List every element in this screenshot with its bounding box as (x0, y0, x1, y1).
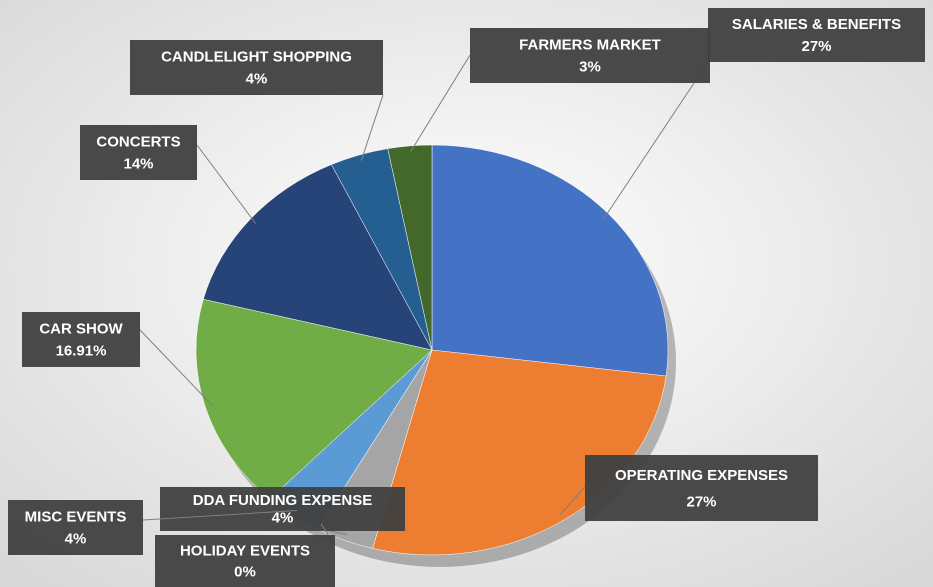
label-box (22, 312, 140, 367)
category-label: MISC EVENTS (25, 509, 127, 526)
value-label: 16.91% (56, 343, 107, 360)
category-label: CONCERTS (96, 134, 180, 151)
value-label: 14% (123, 156, 153, 173)
category-label: DDA FUNDING EXPENSE (193, 492, 372, 509)
label-box (155, 535, 335, 587)
label-box (160, 487, 405, 531)
value-label: 27% (686, 493, 716, 510)
label-box (8, 500, 143, 555)
category-label: HOLIDAY EVENTS (180, 543, 310, 560)
leader-line (360, 94, 384, 162)
leader-line (603, 61, 709, 219)
value-label: 0% (234, 563, 256, 580)
label-box (585, 455, 818, 521)
label-box (470, 28, 710, 83)
label-box (708, 8, 925, 62)
category-label: FARMERS MARKET (519, 37, 661, 54)
value-label: 3% (579, 59, 601, 76)
value-label: 27% (801, 38, 831, 55)
leader-line (142, 509, 297, 521)
category-label: CAR SHOW (39, 321, 123, 338)
pie-slice (431, 144, 669, 377)
label-box (80, 125, 197, 180)
value-label: 4% (272, 510, 294, 527)
pie-slice (387, 144, 433, 351)
leader-line (139, 329, 213, 406)
pie-slice (195, 298, 433, 500)
category-label: OPERATING EXPENSES (615, 467, 788, 484)
label-box (130, 40, 383, 95)
leader-line (410, 54, 471, 153)
leader-line (196, 144, 256, 224)
leader-line (329, 530, 348, 536)
value-label: 4% (65, 531, 87, 548)
value-label: 4% (246, 71, 268, 88)
category-label: CANDLELIGHT SHOPPING (161, 49, 352, 66)
category-label: SALARIES & BENEFITS (732, 16, 901, 33)
pie-slice (203, 164, 433, 351)
pie-slice (372, 349, 667, 556)
